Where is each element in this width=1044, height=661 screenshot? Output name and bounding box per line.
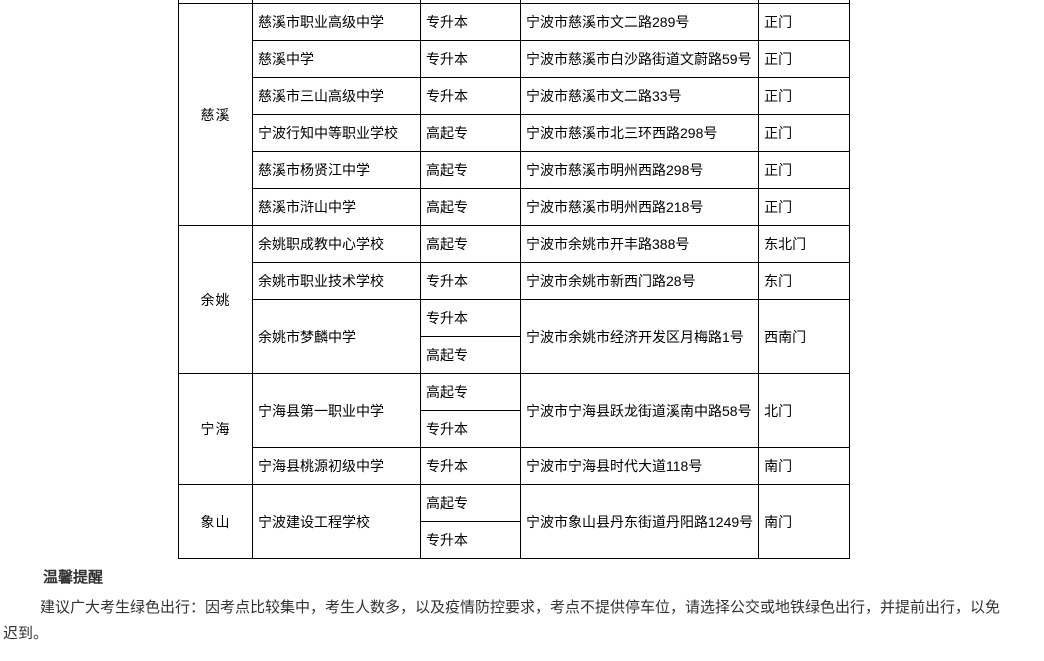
level-cell: 专升本	[420, 77, 521, 115]
table-row: 慈溪 慈溪市职业高级中学 专升本 宁波市慈溪市文二路289号 正门	[178, 3, 851, 226]
district-cell: 慈溪	[178, 3, 253, 226]
level-cell: 专升本	[420, 521, 521, 559]
school-cell: 慈溪市职业高级中学	[252, 3, 421, 41]
table-row: 象山 宁波建设工程学校 高起专 宁波市象山县丹东街道丹阳路1249号 南门	[178, 484, 851, 559]
table-row: 宁波行知中等职业学校 高起专 宁波市慈溪市北三环西路298号 正门	[179, 114, 851, 152]
address-cell: 宁波市宁海县时代大道118号	[519, 447, 760, 485]
table-row: 余姚市梦麟中学 专升本 宁波市余姚市经济开发区月梅路1号 西南门	[179, 299, 851, 374]
gate-cell: 正门	[758, 188, 851, 226]
level-cell: 高起专	[420, 484, 521, 522]
school-cell: 宁波行知中等职业学校	[252, 114, 421, 152]
gate-cell: 正门	[758, 3, 851, 41]
address-cell: 宁波市余姚市开丰路388号	[519, 225, 760, 263]
gate-cell: 正门	[758, 40, 851, 78]
address-cell: 宁波市象山县丹东街道丹阳路1249号	[519, 484, 760, 559]
notice-title: 温馨提醒	[43, 569, 104, 586]
address-cell: 宁波市慈溪市白沙路街道文蔚路59号	[519, 40, 760, 78]
table-row: 慈溪市杨贤江中学 高起专 宁波市慈溪市明州西路298号 正门	[179, 151, 851, 189]
level-cell: 高起专	[420, 188, 521, 226]
table-row: 余姚 余姚职成教中心学校 高起专 宁波市余姚市开丰路388号 东北门	[178, 225, 851, 374]
gate-cell: 北门	[758, 373, 851, 448]
exam-sites-table-body: 慈溪 慈溪市职业高级中学 专升本 宁波市慈溪市文二路289号 正门 慈溪中学 专升本 宁波市慈…	[178, 0, 851, 559]
table-row: 专升本	[179, 521, 850, 559]
address-cell: 宁波市余姚市经济开发区月梅路1号	[519, 299, 760, 374]
gate-cell: 南门	[758, 484, 851, 559]
level-cell: 专升本	[420, 40, 521, 78]
address-cell: 宁波市宁海县跃龙街道溪南中路58号	[519, 373, 760, 448]
address-cell: 宁波市慈溪市文二路289号	[519, 3, 760, 41]
level-cell: 高起专	[420, 336, 521, 374]
school-cell: 余姚市梦麟中学	[252, 299, 421, 374]
table-row: 慈溪市浒山中学 高起专 宁波市慈溪市明州西路218号 正门	[179, 188, 851, 226]
school-cell: 余姚市职业技术学校	[252, 262, 421, 300]
address-cell: 宁波市余姚市新西门路28号	[519, 262, 760, 300]
address-cell: 宁波市慈溪市北三环西路298号	[519, 114, 760, 152]
gate-cell: 正门	[758, 77, 851, 115]
level-cell: 高起专	[420, 373, 521, 411]
district-cell: 余姚	[178, 225, 253, 374]
table-row: 慈溪市三山高级中学 专升本 宁波市慈溪市文二路33号 正门	[179, 77, 851, 115]
school-cell: 余姚职成教中心学校	[252, 225, 421, 263]
level-cell: 高起专	[420, 114, 521, 152]
gate-cell: 东北门	[758, 225, 851, 263]
gate-cell: 南门	[758, 447, 851, 485]
gate-cell: 东门	[758, 262, 851, 300]
level-cell: 专升本	[420, 3, 521, 41]
table-row: 余姚市职业技术学校 专升本 宁波市余姚市新西门路28号 东门	[179, 262, 851, 300]
district-cell: 象山	[178, 484, 253, 559]
notice-body: 建议广大考生绿色出行：因考点比较集中，考生人数多，以及疫情防控要求，考点不提供停…	[3, 599, 1001, 642]
table-row: 高起专	[179, 336, 850, 374]
level-cell: 高起专	[420, 225, 521, 263]
address-cell: 宁波市慈溪市明州西路218号	[519, 188, 760, 226]
school-cell: 宁海县桃源初级中学	[252, 447, 421, 485]
level-cell: 专升本	[420, 447, 521, 485]
table-row: 宁海 宁海县第一职业中学 高起专 宁波市宁海县跃龙街道溪南中路58号 北门	[178, 373, 851, 485]
district-cell: 宁海	[178, 373, 253, 485]
address-cell: 宁波市慈溪市文二路33号	[519, 77, 760, 115]
school-cell: 慈溪市杨贤江中学	[252, 151, 421, 189]
level-cell: 专升本	[420, 410, 521, 448]
level-cell: 专升本	[420, 262, 521, 300]
table-row: 慈溪中学 专升本 宁波市慈溪市白沙路街道文蔚路59号 正门	[179, 40, 851, 78]
gate-cell: 正门	[758, 151, 851, 189]
school-cell: 宁海县第一职业中学	[252, 373, 421, 448]
table-row: 宁海县桃源初级中学 专升本 宁波市宁海县时代大道118号 南门	[179, 447, 851, 485]
school-cell: 慈溪市三山高级中学	[252, 77, 421, 115]
school-cell: 慈溪中学	[252, 40, 421, 78]
school-cell: 宁波建设工程学校	[252, 484, 421, 559]
gate-cell: 西南门	[758, 299, 851, 374]
level-cell: 高起专	[420, 151, 521, 189]
address-cell: 宁波市慈溪市明州西路298号	[519, 151, 760, 189]
exam-sites-table: 慈溪 慈溪市职业高级中学 专升本 宁波市慈溪市文二路289号 正门 慈溪中学 专升本 宁波市慈…	[178, 0, 851, 559]
level-cell: 专升本	[420, 299, 521, 337]
school-cell: 慈溪市浒山中学	[252, 188, 421, 226]
gate-cell: 正门	[758, 114, 851, 152]
